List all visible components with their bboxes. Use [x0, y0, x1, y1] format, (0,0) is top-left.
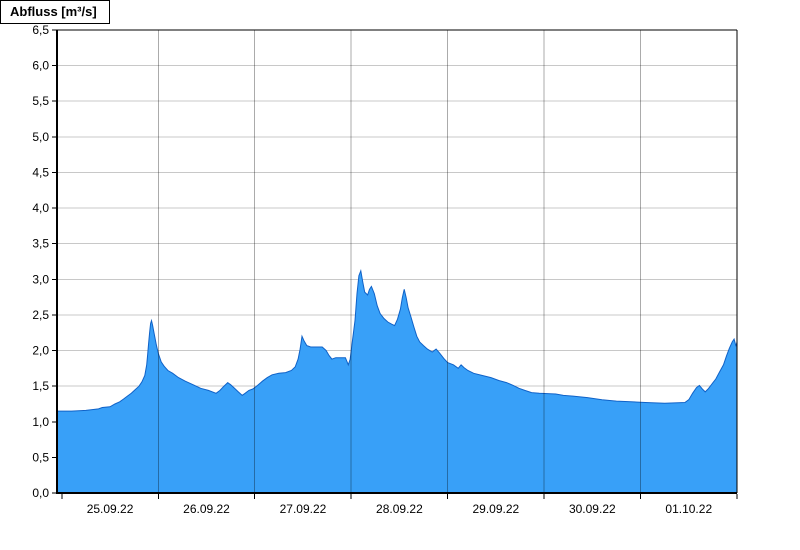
discharge-area: [57, 270, 737, 493]
x-axis: 25.09.22 26.09.22 27.09.22 28.09.22 29.09.22…: [61, 494, 738, 516]
x-tick-label: 27.09.22: [280, 502, 327, 516]
y-tick-label: 2,5: [32, 308, 49, 322]
x-tick-label: 01.10.22: [665, 502, 712, 516]
y-tick-label: 1,0: [32, 415, 49, 429]
y-tick-label: 6,5: [32, 23, 49, 37]
x-tick-label: 28.09.22: [376, 502, 423, 516]
x-tick-label: 29.09.22: [473, 502, 520, 516]
y-axis: 0,0 0,5 1,0 1,5 2,0 2,5 3,0 3,5 4,0 4,5 5,0 5,5 6,0 6…: [32, 23, 57, 500]
discharge-line: [57, 268, 738, 412]
y-tick-label: 0,5: [32, 450, 49, 464]
x-tick-label: 30.09.22: [569, 502, 616, 516]
chart-title: Abfluss [m³/s]: [10, 4, 97, 19]
day-boundary-gridlines: [157, 30, 642, 493]
y-tick-label: 3,5: [32, 237, 49, 251]
y-tick-label: 1,5: [32, 379, 49, 393]
y-tick-label: 4,0: [32, 201, 49, 215]
y-tick-label: 2,0: [32, 344, 49, 358]
y-tick-label: 4,5: [32, 165, 49, 179]
x-tick-label: 25.09.22: [87, 502, 134, 516]
y-tick-label: 3,0: [32, 272, 49, 286]
y-tick-label: 6,0: [32, 59, 49, 73]
y-tick-label: 5,5: [32, 94, 49, 108]
y-tick-label: 5,0: [32, 130, 49, 144]
chart-title-box: Abfluss [m³/s]: [0, 0, 110, 24]
x-tick-label: 26.09.22: [183, 502, 230, 516]
y-tick-label: 0,0: [32, 486, 49, 500]
plot-border: [56, 29, 738, 494]
